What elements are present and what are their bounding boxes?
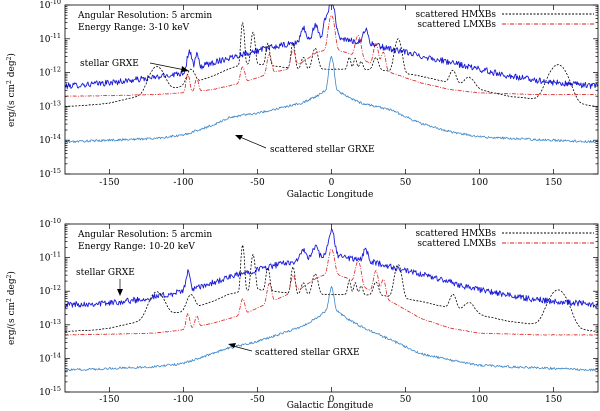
top-panel: -150 -100 -50 0 50 100 150 10-1510-1410-1310-1… bbox=[6, 0, 599, 200]
bottom-scattered-grxe-annotation: scattered stellar GRXE bbox=[255, 348, 360, 358]
bottom-stellar-grxe-arrowhead bbox=[117, 289, 123, 296]
top-scattered-grxe-annotation: scattered stellar GRXE bbox=[270, 145, 375, 155]
bottom-y-tick-label: 10-10 bbox=[39, 217, 61, 230]
bottom-panel: -150 -100 -50 0 50 100 150 10-1510-1410-1310-1… bbox=[6, 217, 599, 411]
bottom-scattered-grxe-arrow bbox=[232, 345, 253, 352]
bottom-y-tick-label: 10-11 bbox=[39, 251, 61, 264]
bottom-x-tick-label: -150 bbox=[99, 395, 119, 405]
bottom-y-tick-label: 10-13 bbox=[39, 318, 61, 331]
top-y-tick-label: 10-10 bbox=[39, 0, 61, 11]
top-x-ticks: -150 -100 -50 0 50 100 150 bbox=[99, 5, 562, 188]
top-series-scattered-stellar-grxe bbox=[64, 55, 599, 144]
top-y-tick-label: 10-12 bbox=[39, 66, 61, 79]
bottom-angular-resolution-label: Angular Resolution: 5 arcmin bbox=[77, 230, 212, 240]
bottom-scattered-grxe-arrowhead bbox=[228, 343, 236, 348]
top-energy-range-label: Energy Range: 3-10 keV bbox=[78, 23, 190, 33]
bottom-y-axis-label: erg/(s cm2 deg2) bbox=[6, 271, 18, 345]
top-x-tick-label: 0 bbox=[329, 178, 335, 188]
top-y-tick-label: 10-13 bbox=[39, 99, 61, 112]
top-scattered-grxe-arrow bbox=[239, 136, 267, 149]
top-x-tick-label: -50 bbox=[250, 178, 265, 188]
top-y-ticks: 10-15 10-14 10-13 10-12 10-11 10-10 bbox=[39, 0, 598, 180]
bottom-x-ticks: -150 -100 -50 0 50 100 150 bbox=[99, 224, 562, 405]
bottom-x-tick-label: -100 bbox=[173, 395, 193, 405]
top-scattered-grxe-arrowhead bbox=[235, 135, 243, 140]
bottom-x-tick-label: -50 bbox=[250, 395, 265, 405]
bottom-y-tick-label: 10-15 bbox=[39, 385, 61, 398]
bottom-plot-background bbox=[65, 224, 598, 392]
top-y-tick-label: 10-11 bbox=[39, 32, 61, 45]
bottom-y-tick-label: 10-14 bbox=[39, 351, 61, 364]
top-plot-background bbox=[65, 5, 598, 174]
bottom-series-scattered-hmxbs bbox=[64, 244, 599, 333]
bottom-y-ticks: 10-15 10-14 10-13 10-12 10-11 10-10 bbox=[39, 217, 598, 398]
bottom-x-tick-label: 150 bbox=[545, 395, 562, 405]
bottom-plot-area: -150 -100 -50 0 50 100 150 10-1510-1410-1310-1… bbox=[39, 217, 599, 405]
top-x-axis-label: Galactic Longitude bbox=[287, 190, 374, 200]
top-y-tick-label: 10-15 bbox=[39, 167, 61, 180]
bottom-x-tick-label: 0 bbox=[329, 395, 335, 405]
bottom-energy-range-label: Energy Range: 10-20 keV bbox=[78, 242, 195, 252]
top-legend: scattered HMXBs scattered LMXBs bbox=[415, 10, 594, 30]
top-legend-lmxb-label: scattered LMXBs bbox=[417, 20, 496, 30]
top-x-tick-label: 50 bbox=[400, 178, 412, 188]
top-stellar-grxe-arrow bbox=[149, 62, 186, 71]
top-plot-area: -150 -100 -50 0 50 100 150 10-1510-1410-1310-1… bbox=[39, 0, 599, 188]
bottom-x-tick-label: 100 bbox=[471, 395, 488, 405]
bottom-stellar-grxe-annotation: stellar GRXE bbox=[76, 268, 135, 278]
top-legend-hmxb-label: scattered HMXBs bbox=[415, 10, 496, 20]
top-angular-resolution-label: Angular Resolution: 5 arcmin bbox=[77, 11, 212, 21]
bottom-y-tick-label: 10-12 bbox=[39, 284, 61, 297]
bottom-legend-hmxb-label: scattered HMXBs bbox=[415, 229, 496, 239]
top-series-scattered-hmxbs bbox=[64, 22, 599, 107]
top-x-tick-label: -150 bbox=[99, 178, 119, 188]
bottom-legend-lmxb-label: scattered LMXBs bbox=[417, 239, 496, 249]
top-y-axis-label: erg/(s cm2 deg2) bbox=[6, 53, 18, 127]
bottom-x-tick-label: 50 bbox=[400, 395, 412, 405]
top-y-tick-label: 10-14 bbox=[39, 133, 61, 146]
bottom-x-axis-label: Galactic Longitude bbox=[287, 401, 374, 411]
bottom-legend: scattered HMXBs scattered LMXBs bbox=[415, 229, 594, 249]
top-stellar-grxe-annotation: stellar GRXE bbox=[80, 59, 139, 69]
top-x-tick-label: 150 bbox=[545, 178, 562, 188]
top-stellar-grxe-arrowhead bbox=[181, 66, 189, 72]
top-x-tick-label: 100 bbox=[471, 178, 488, 188]
bottom-series-scattered-stellar-grxe bbox=[64, 286, 599, 372]
top-x-tick-label: -100 bbox=[173, 178, 193, 188]
